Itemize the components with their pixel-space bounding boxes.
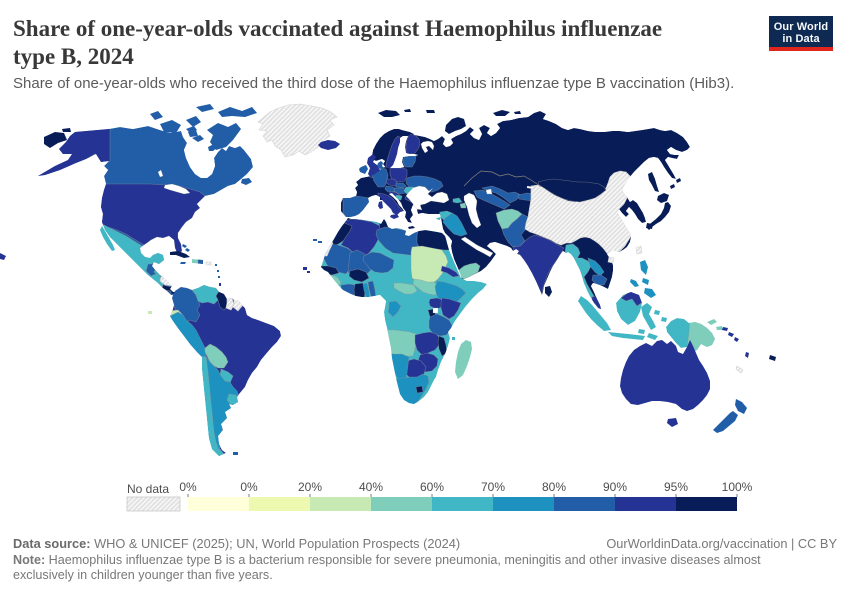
svg-text:95%: 95% bbox=[664, 480, 688, 494]
svg-text:No data: No data bbox=[127, 482, 169, 496]
svg-text:0%: 0% bbox=[240, 480, 258, 494]
svg-text:0%: 0% bbox=[179, 480, 197, 494]
svg-text:20%: 20% bbox=[298, 480, 322, 494]
svg-text:80%: 80% bbox=[542, 480, 566, 494]
svg-text:70%: 70% bbox=[481, 480, 505, 494]
svg-text:90%: 90% bbox=[603, 480, 627, 494]
svg-text:40%: 40% bbox=[359, 480, 383, 494]
svg-text:60%: 60% bbox=[420, 480, 444, 494]
svg-text:100%: 100% bbox=[722, 480, 753, 494]
